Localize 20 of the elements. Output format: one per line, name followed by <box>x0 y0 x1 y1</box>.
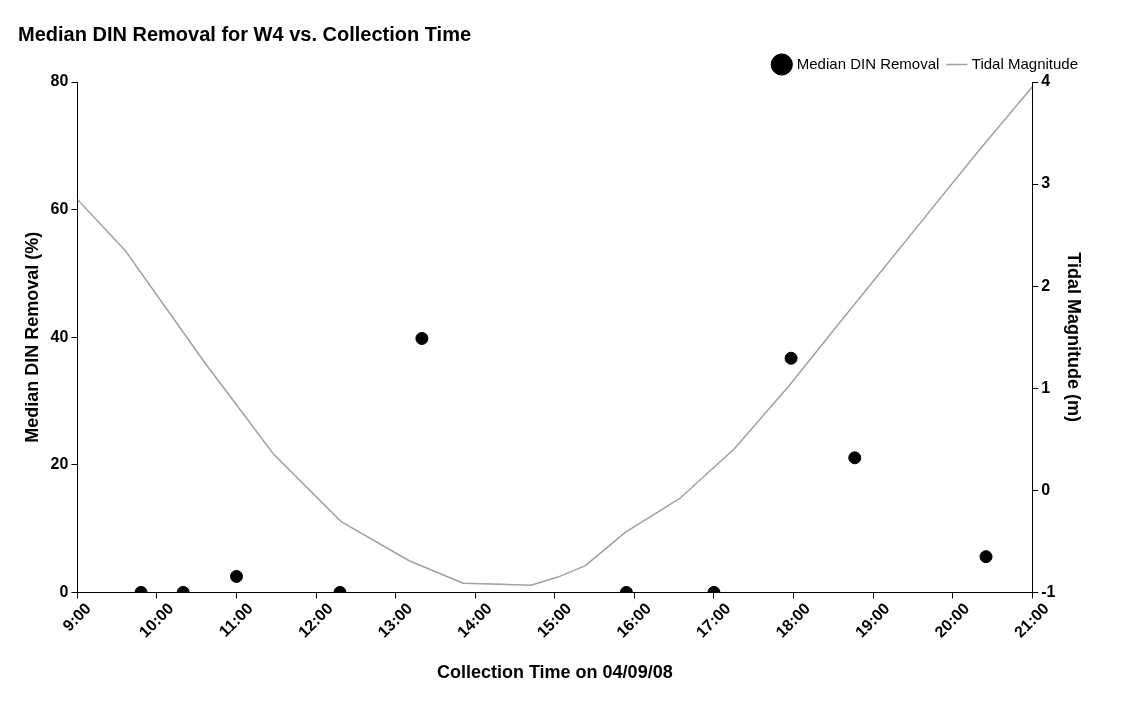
y2-tick-label: 4 <box>1041 72 1051 90</box>
y2-axis-title: Tidal Magnitude (m) <box>1064 252 1085 423</box>
legend-label: Median DIN Removal <box>796 54 940 72</box>
y2-tick-label: 1 <box>1041 378 1051 396</box>
y2-tick-label: -1 <box>1041 582 1056 600</box>
y-tick-label: 80 <box>50 72 69 90</box>
y-tick-label: 60 <box>50 200 69 218</box>
point <box>415 331 429 345</box>
y-tick-label: 40 <box>50 327 69 345</box>
point <box>784 351 798 365</box>
legend-label: Tidal Magnitude <box>971 54 1078 72</box>
y-axis-title: Median DIN Removal (%) <box>21 231 42 443</box>
point <box>848 451 862 465</box>
chart-title: Median DIN Removal for W4 vs. Collection Time <box>18 22 472 45</box>
y-tick-label: 20 <box>50 455 69 473</box>
y-tick-label: 0 <box>59 582 69 600</box>
x-axis-title: Collection Time on 04/09/08 <box>436 662 673 683</box>
y2-tick-label: 2 <box>1041 276 1051 294</box>
y2-tick-label: 0 <box>1041 480 1051 498</box>
y2-tick-label: 3 <box>1041 174 1051 192</box>
